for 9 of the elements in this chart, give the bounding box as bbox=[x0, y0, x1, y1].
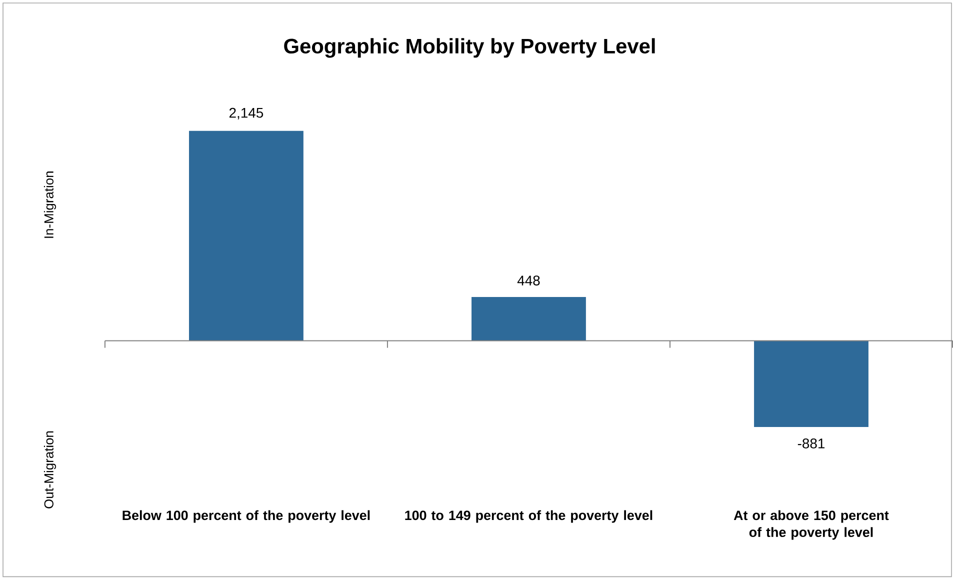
x-tick-label: At or above 150 percent of the poverty level bbox=[734, 510, 889, 540]
y-axis-title: In-Migration bbox=[44, 172, 56, 238]
x-tick-label: 100 to 149 percent of the poverty level bbox=[405, 510, 652, 523]
data-label: 448 bbox=[517, 276, 540, 286]
data-label: -881 bbox=[798, 438, 825, 449]
chart-title: Geographic Mobility by Poverty Level bbox=[284, 38, 655, 58]
data-label: 2,145 bbox=[229, 108, 264, 120]
text: Out-Migration bbox=[44, 432, 56, 508]
x-tick-label: Below 100 percent of the poverty level bbox=[122, 510, 370, 523]
